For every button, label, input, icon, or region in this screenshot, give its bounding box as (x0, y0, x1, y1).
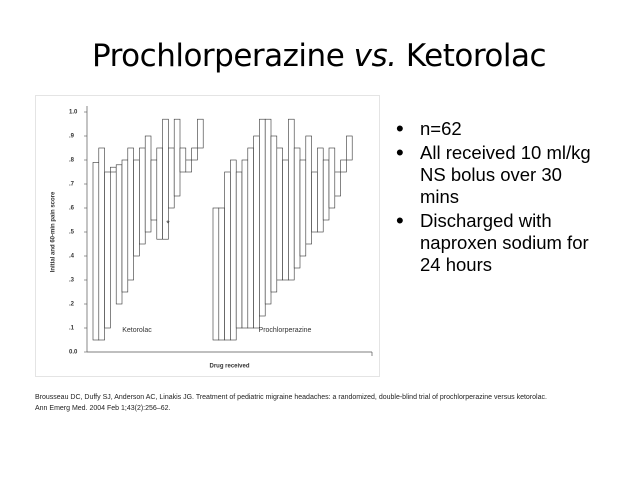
score-bar (150, 159, 158, 221)
score-bar (104, 171, 111, 329)
score-bar (311, 171, 318, 233)
score-bar (346, 135, 353, 161)
score-bar (253, 135, 260, 329)
score-bar (179, 147, 187, 173)
bullet: Discharged with naproxen sodium for 24 h… (396, 210, 596, 276)
score-bar (92, 162, 100, 341)
score-bar (98, 147, 105, 341)
score-bar (270, 135, 278, 293)
score-bar (115, 164, 123, 305)
citation-line: Brousseau DC, Duffy SJ, Anderson AC, Lin… (35, 394, 547, 401)
bullet: n=62 (396, 118, 596, 140)
score-bar (264, 118, 272, 305)
slide-title: Prochlorperazine vs. Ketorolac (0, 38, 638, 74)
y-tick-label: .7 (69, 182, 75, 188)
score-bar (288, 118, 295, 281)
citation: Brousseau DC, Duffy SJ, Anderson AC, Lin… (35, 392, 547, 414)
score-bar (139, 147, 146, 245)
score-bar (259, 118, 266, 317)
score-bar (185, 159, 192, 173)
score-bar (293, 147, 301, 269)
title-part: Ketorolac (405, 38, 547, 74)
score-bar (197, 118, 204, 149)
y-axis-label: Initial and 60-min pain score (51, 191, 57, 272)
score-bar (282, 159, 289, 281)
y-tick-label: .4 (69, 254, 75, 260)
y-tick-label: .3 (69, 278, 75, 284)
annotation: * (166, 218, 170, 228)
score-bar (127, 147, 134, 281)
y-tick-label: .6 (69, 206, 75, 212)
y-tick-label: .1 (69, 326, 75, 332)
group-label: Prochlorperazine (259, 327, 312, 334)
score-bar (168, 147, 175, 209)
score-bar (144, 135, 152, 233)
bullet: All received 10 ml/kg NS bolus over 30 m… (396, 142, 596, 208)
score-bar (241, 159, 249, 329)
score-bar (121, 159, 129, 293)
citation-line: Ann Emerg Med. 2004 Feb 1;43(2):256–62. (35, 405, 171, 412)
score-bar (247, 147, 254, 329)
score-bar (156, 147, 163, 240)
score-bar (224, 171, 231, 341)
y-tick-label: 0.0 (69, 350, 78, 356)
score-bar (173, 118, 181, 197)
score-bar (322, 159, 330, 221)
score-bar (110, 166, 117, 173)
x-axis-label: Drug received (209, 364, 249, 370)
score-bar (218, 207, 225, 341)
score-bar (230, 159, 237, 341)
score-bar (305, 135, 312, 245)
score-bar (334, 171, 341, 197)
title-part: vs. (353, 38, 397, 74)
score-bar (317, 147, 324, 233)
bullet-list: n=62 All received 10 ml/kg NS bolus over… (396, 118, 596, 278)
y-tick-label: .9 (69, 134, 75, 140)
y-tick-label: .5 (69, 230, 75, 236)
group-label: Ketorolac (122, 327, 152, 334)
score-bar (235, 171, 243, 329)
score-bar (191, 147, 198, 161)
title-part: Prochlorperazine (91, 38, 345, 74)
score-bar (299, 159, 307, 257)
score-bar (133, 159, 140, 257)
y-tick-label: .2 (69, 302, 75, 308)
score-bar (340, 159, 347, 173)
score-bar (328, 147, 336, 209)
y-tick-label: .8 (69, 158, 75, 164)
score-bar (276, 147, 283, 281)
y-tick-label: 1.0 (69, 110, 78, 116)
score-bar (212, 207, 220, 341)
chart: 0.0 .1 .2 .3 .4 .5 .6 .7 .8 .9 1.0 Initial and 60-m… (35, 95, 380, 377)
